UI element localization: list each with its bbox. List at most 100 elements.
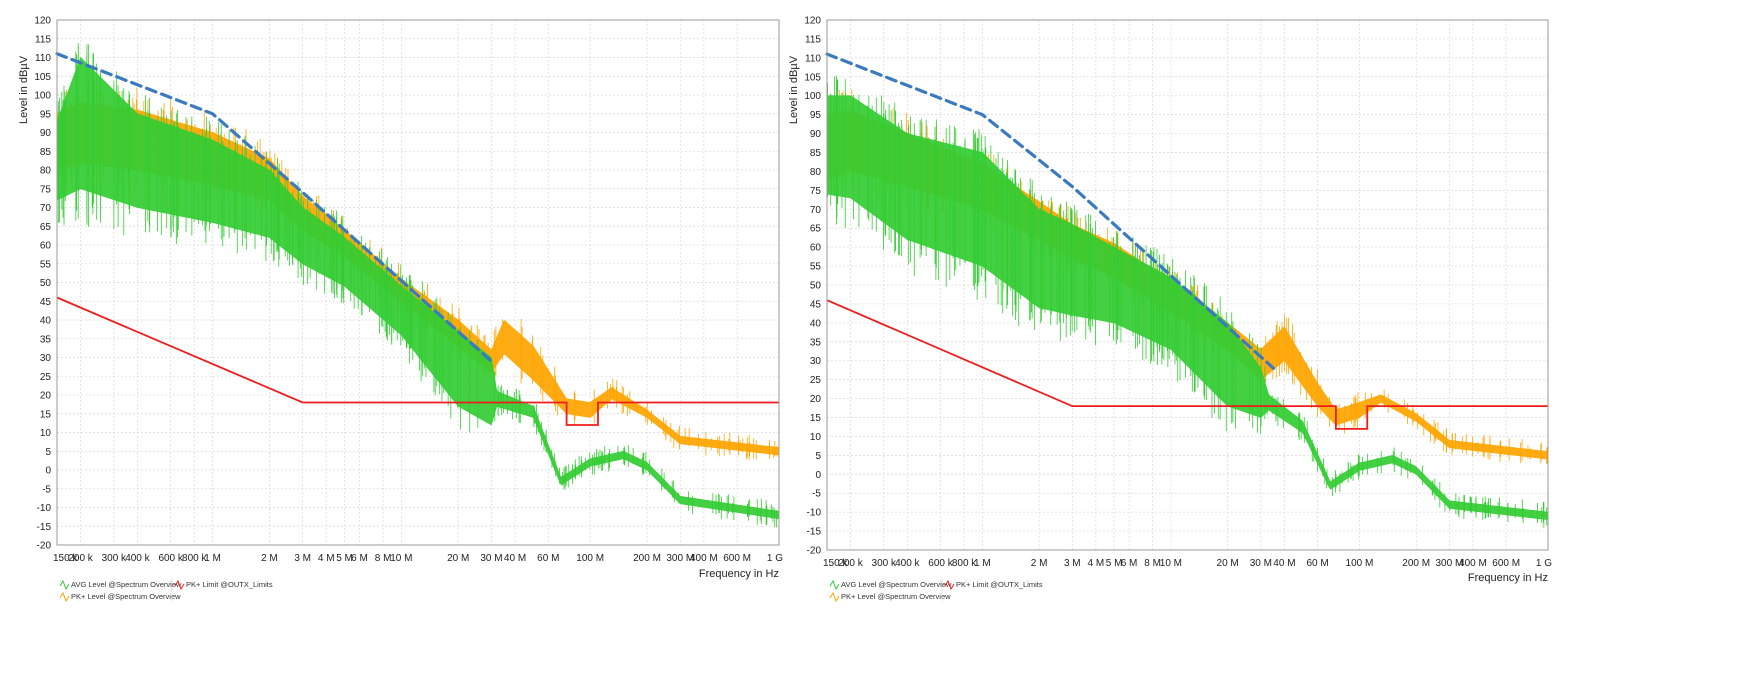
y-tick-label: 100 <box>34 91 51 102</box>
limit-line <box>826 299 1548 430</box>
y-tick-label: 95 <box>40 109 52 120</box>
y-tick-label: 40 <box>810 318 822 329</box>
x-tick-label: 2 M <box>1031 558 1048 569</box>
x-tick-label: 1 M <box>974 558 991 569</box>
y-tick-label: 80 <box>40 166 52 177</box>
y-tick-label: 115 <box>35 34 51 45</box>
limit-line <box>56 296 779 426</box>
x-tick-label: 8 M <box>375 553 392 564</box>
x-tick-label: 10 M <box>1160 558 1182 569</box>
x-tick-label: 600 k <box>928 558 953 569</box>
y-tick-label: -20 <box>807 546 822 557</box>
legend-limit-label: PK+ Limit @OUTX_Limits <box>186 580 273 589</box>
y-tick-label: 25 <box>810 375 822 386</box>
y-tick-label: 65 <box>810 224 822 235</box>
y-tick-label: 90 <box>810 129 822 140</box>
x-tick-label: 4 M <box>318 553 335 564</box>
x-tick-label: 5 M <box>1106 558 1123 569</box>
legend-limit-swatch <box>944 579 955 591</box>
y-tick-label: 120 <box>34 16 51 27</box>
left-emission-chart: 1201151101051009590858075706560555045403… <box>18 16 783 603</box>
y-tick-label: 50 <box>40 278 52 289</box>
x-tick-label: 8 M <box>1144 558 1161 569</box>
y-tick-label: 0 <box>815 470 821 481</box>
y-tick-label: 50 <box>810 281 822 292</box>
y-tick-label: 90 <box>40 128 52 139</box>
y-tick-label: 105 <box>804 72 821 83</box>
y-tick-label: 10 <box>40 428 52 439</box>
y-tick-label: 10 <box>810 432 822 443</box>
legend-limit-swatch <box>174 579 185 591</box>
y-tick-label: 120 <box>804 16 821 27</box>
y-tick-label: 55 <box>810 262 822 273</box>
y-tick-label: 15 <box>810 413 822 424</box>
legend-limit-label: PK+ Limit @OUTX_Limits <box>956 580 1043 589</box>
y-axis-ticks: 1201151101051009590858075706560555045403… <box>34 16 51 552</box>
x-tick-label: 3 M <box>294 553 311 564</box>
x-tick-label: 300 M <box>1436 558 1464 569</box>
x-tick-label: 30 M <box>480 553 502 564</box>
x-tick-label: 4 M <box>1088 558 1105 569</box>
y-tick-label: 35 <box>810 337 822 348</box>
dashed-envelope-line <box>55 52 494 363</box>
y-tick-label: 0 <box>45 466 51 477</box>
legend-avg-label: AVG Level @Spectrum Overview <box>841 580 952 589</box>
x-tick-label: 300 k <box>872 558 897 569</box>
x-tick-label: 400 M <box>1459 558 1487 569</box>
y-tick-label: -15 <box>807 527 822 538</box>
x-tick-label: 2 M <box>261 553 278 564</box>
x-tick-label: 200 k <box>68 553 93 564</box>
x-tick-label: 150 k <box>823 558 848 569</box>
x-tick-label: 5 M <box>336 553 353 564</box>
y-tick-label: 80 <box>810 167 822 178</box>
y-tick-label: 30 <box>40 353 52 364</box>
avg-level-spikes <box>827 75 1549 528</box>
x-tick-label: 600 k <box>158 553 183 564</box>
legend-avg-swatch <box>59 579 70 591</box>
y-tick-label: 15 <box>40 409 52 420</box>
x-tick-label: 150 k <box>53 553 78 564</box>
x-tick-label: 200 M <box>633 553 661 564</box>
y-tick-label: -20 <box>37 541 52 552</box>
legend: AVG Level @Spectrum Overview PK+ Level @… <box>829 579 1043 603</box>
x-tick-label: 400 k <box>895 558 920 569</box>
x-tick-label: 1 G <box>767 553 783 564</box>
y-tick-label: -5 <box>42 484 51 495</box>
y-tick-label: 60 <box>40 241 52 252</box>
y-axis-ticks: 1201151101051009590858075706560555045403… <box>804 16 821 557</box>
y-tick-label: -15 <box>37 522 52 533</box>
y-tick-label: 65 <box>40 222 52 233</box>
x-tick-label: 3 M <box>1064 558 1081 569</box>
x-tick-label: 1 M <box>204 553 221 564</box>
y-tick-label: 110 <box>805 53 821 64</box>
y-tick-label: 25 <box>40 372 52 383</box>
legend: AVG Level @Spectrum Overview PK+ Level @… <box>59 579 273 603</box>
x-tick-label: 6 M <box>351 553 368 564</box>
legend-pk-label: PK+ Level @Spectrum Overview <box>71 592 181 601</box>
y-tick-label: 45 <box>810 299 822 310</box>
y-tick-label: 30 <box>810 356 822 367</box>
y-tick-label: -10 <box>807 508 822 519</box>
legend-pk-swatch <box>829 591 840 603</box>
y-tick-label: 5 <box>45 447 51 458</box>
y-tick-label: 75 <box>810 186 822 197</box>
y-tick-label: 85 <box>40 147 52 158</box>
y-tick-label: 100 <box>804 91 821 102</box>
x-tick-label: 1 G <box>1536 558 1552 569</box>
x-tick-label: 800 k <box>182 553 207 564</box>
x-tick-label: 20 M <box>1217 558 1239 569</box>
y-tick-label: 20 <box>810 394 822 405</box>
x-tick-label: 400 M <box>690 553 718 564</box>
x-tick-label: 400 k <box>125 553 150 564</box>
legend-pk-swatch <box>59 591 70 603</box>
dashed-envelope-line <box>825 52 1276 370</box>
x-tick-label: 300 M <box>666 553 694 564</box>
x-tick-label: 600 M <box>1492 558 1520 569</box>
y-tick-label: 55 <box>40 259 52 270</box>
legend-pk-label: PK+ Level @Spectrum Overview <box>841 592 951 601</box>
x-tick-label: 20 M <box>447 553 469 564</box>
x-tick-label: 60 M <box>1307 558 1329 569</box>
